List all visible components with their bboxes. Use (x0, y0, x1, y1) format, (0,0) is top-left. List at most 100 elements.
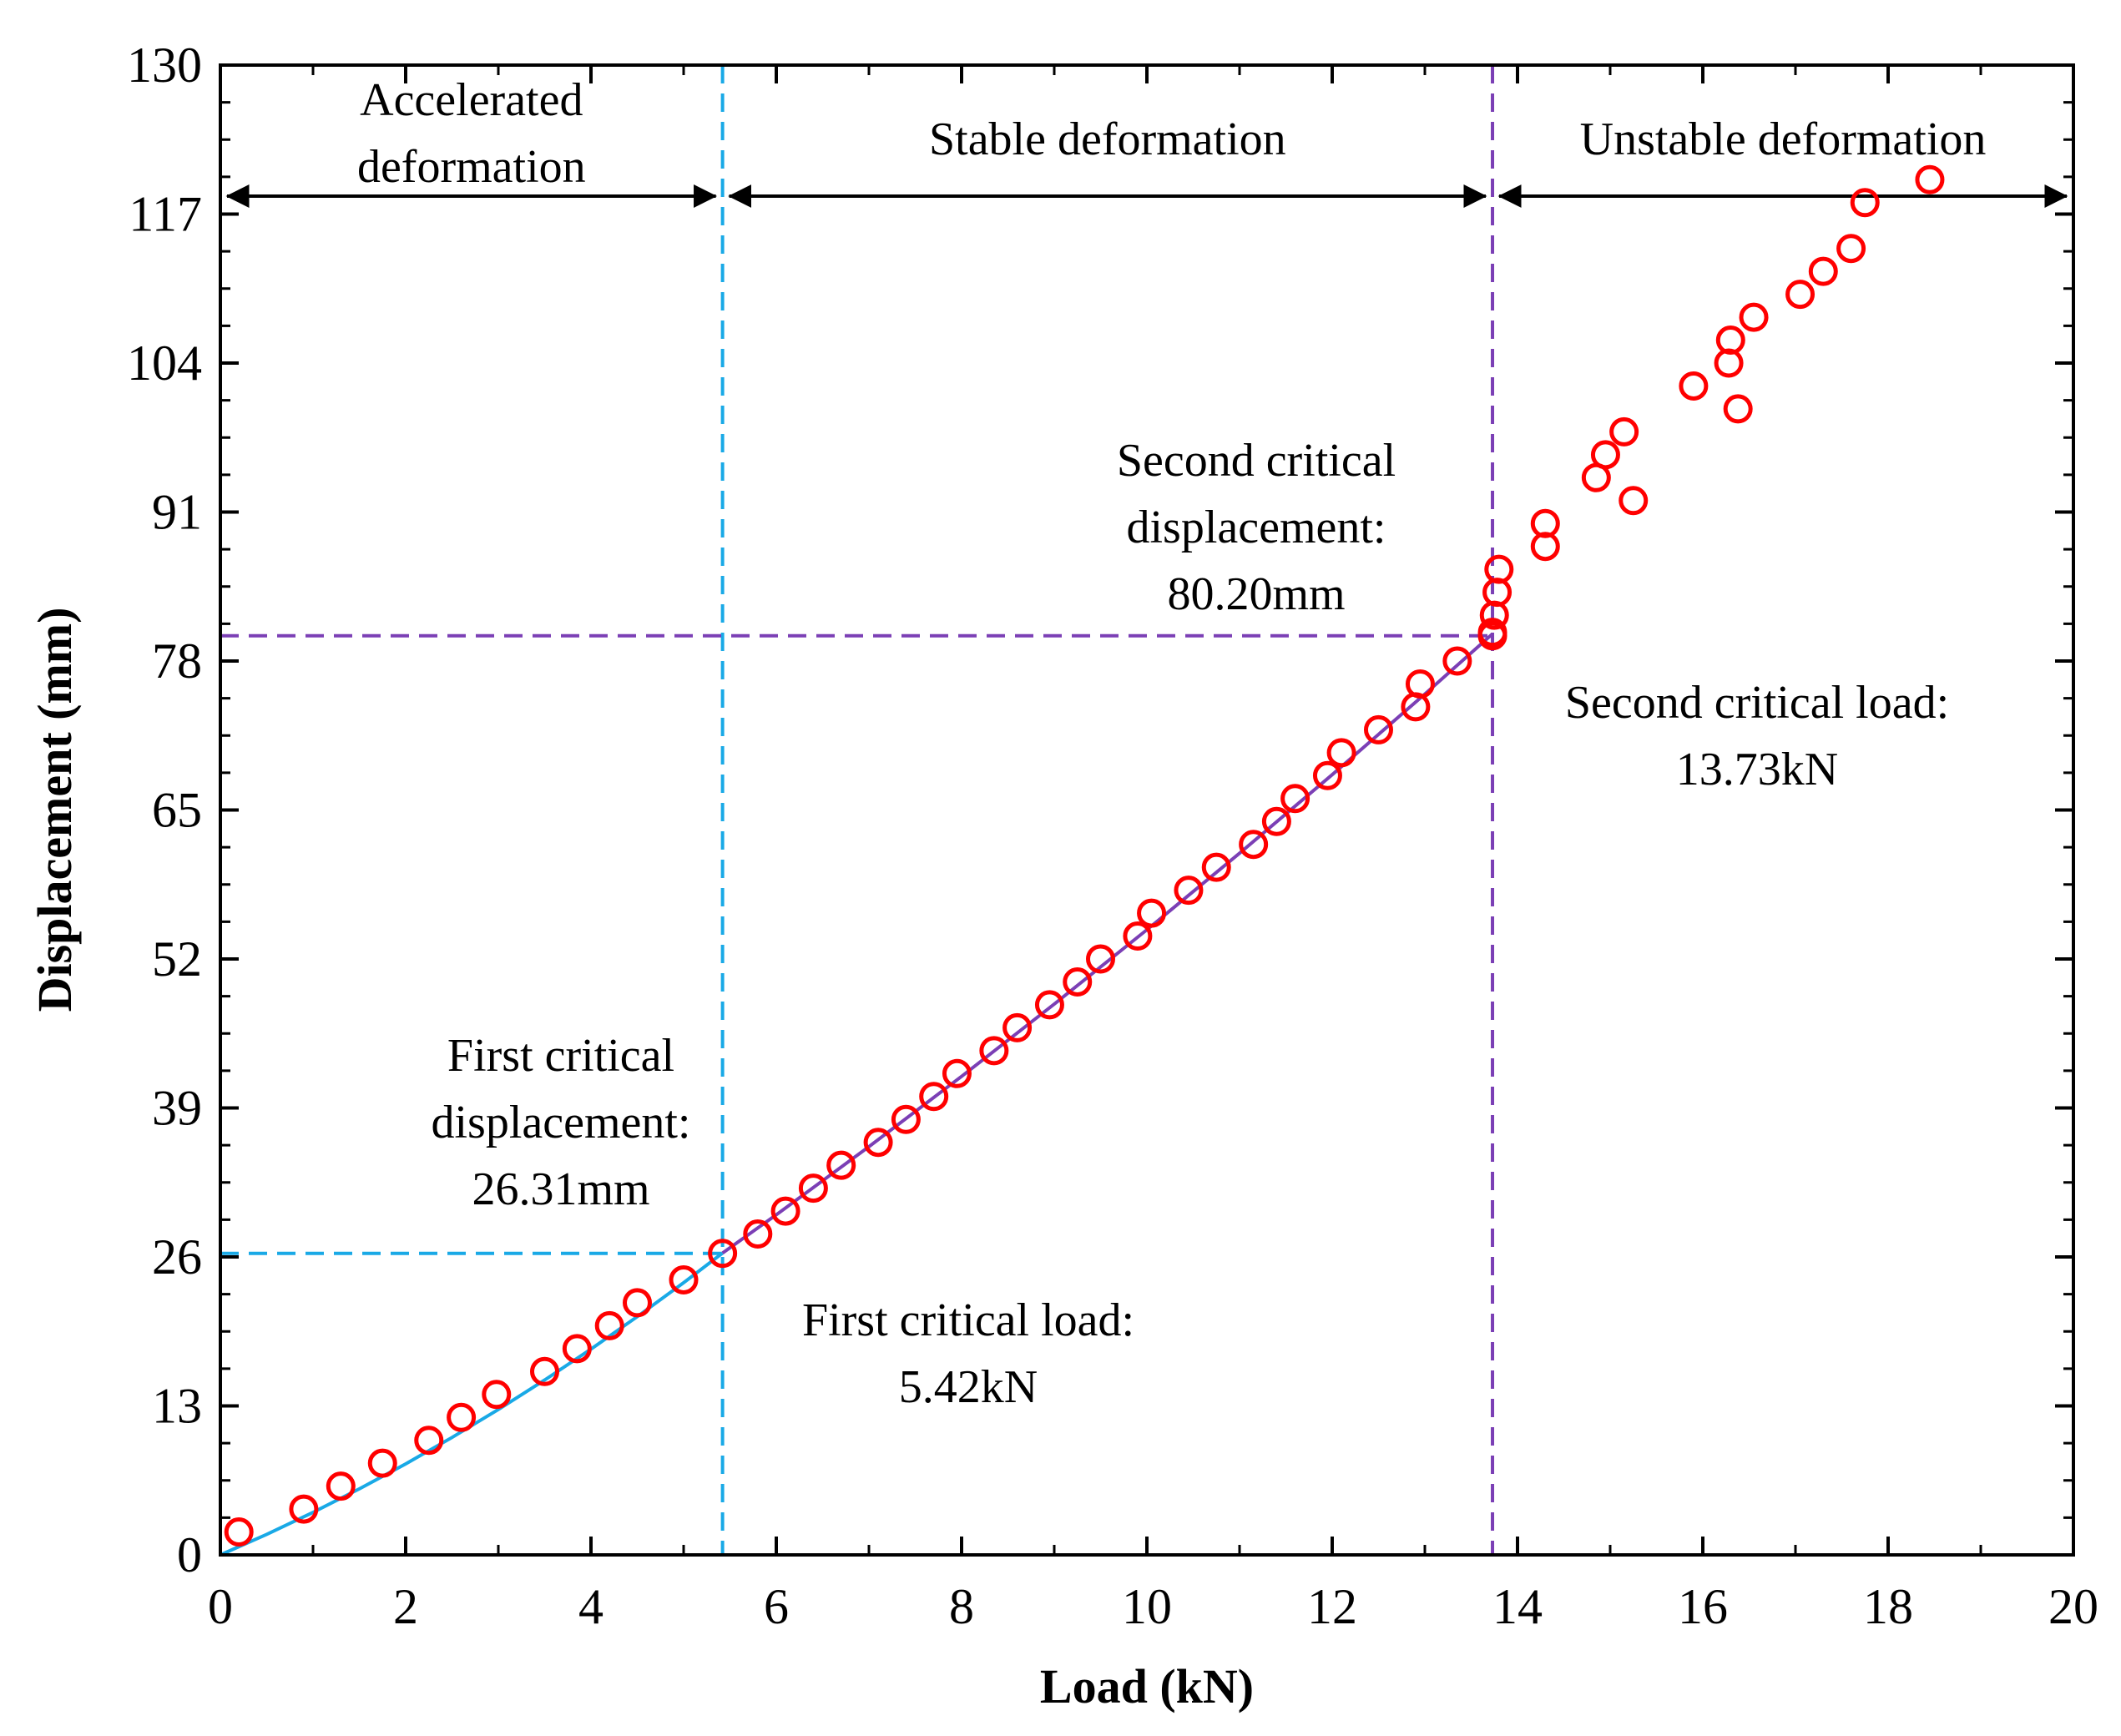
y-axis-title: Displacement (mm) (28, 608, 82, 1012)
data-point (1530, 508, 1560, 538)
y-tick-label: 52 (152, 931, 202, 987)
data-point (1174, 876, 1204, 906)
data-point (623, 1288, 652, 1318)
y-tick-label: 78 (152, 633, 202, 689)
data-point (594, 1310, 624, 1340)
data-point (743, 1219, 773, 1249)
x-tick-label: 10 (1122, 1579, 1172, 1634)
y-tick-label: 0 (177, 1527, 202, 1582)
first-critical-displacement-label: displacement: (431, 1097, 690, 1148)
x-axis-title: Load (kN) (1040, 1659, 1254, 1713)
x-tick-label: 12 (1307, 1579, 1357, 1634)
data-point (942, 1058, 972, 1088)
first-critical-displacement-label: First critical (447, 1030, 674, 1082)
data-point (1401, 692, 1431, 722)
data-point (1034, 990, 1064, 1020)
x-tick-label: 8 (949, 1579, 974, 1634)
data-point (798, 1173, 828, 1204)
first-critical-load-label: First critical load: (802, 1294, 1134, 1346)
data-point (1137, 898, 1167, 928)
fit-curves (220, 633, 1494, 1557)
y-tick-label: 91 (152, 485, 202, 540)
data-point (1785, 280, 1815, 310)
data-point (1850, 188, 1880, 218)
second-critical-displacement-label: Second critical (1117, 435, 1396, 487)
x-tick-label: 0 (208, 1579, 233, 1634)
data-point (1808, 256, 1838, 286)
data-point (919, 1082, 949, 1112)
data-point (1261, 806, 1291, 836)
data-point (367, 1448, 397, 1478)
data-point (1002, 1012, 1033, 1042)
region-label-stable: Stable deformation (929, 114, 1286, 165)
critical-annotations: First critical displacement: 26.31mm First … (431, 435, 1949, 1413)
data-point (1915, 164, 1945, 194)
data-point (414, 1426, 444, 1456)
second-critical-displacement-label: displacement: (1126, 502, 1386, 553)
data-point (1063, 966, 1093, 997)
data-point (669, 1264, 699, 1294)
data-point (979, 1036, 1009, 1066)
y-tick-label: 117 (129, 187, 202, 242)
data-point (1280, 784, 1310, 814)
data-point (562, 1334, 592, 1364)
data-point (326, 1471, 356, 1501)
region-label-accelerated: Accelerated (360, 74, 583, 126)
data-point (1201, 852, 1231, 882)
x-tick-label: 6 (764, 1579, 789, 1634)
fit-curve-stable (721, 633, 1494, 1255)
second-critical-load-label: 13.73kN (1676, 744, 1838, 795)
data-point (1364, 714, 1393, 744)
data-point (1477, 618, 1507, 648)
data-point (1123, 921, 1153, 951)
data-point (1312, 760, 1342, 790)
x-tick-label: 20 (2048, 1579, 2098, 1634)
y-tick-label: 65 (152, 783, 202, 838)
data-point (530, 1356, 559, 1386)
x-tick-label: 4 (578, 1579, 603, 1634)
data-point (447, 1402, 477, 1432)
data-point (1590, 440, 1620, 470)
data-point (1530, 532, 1560, 562)
x-tick-label: 18 (1863, 1579, 1913, 1634)
data-points (224, 164, 1945, 1547)
y-tick-label: 13 (152, 1379, 202, 1434)
y-tick-label: 104 (127, 336, 202, 391)
data-point (1442, 646, 1472, 676)
data-point (1619, 486, 1649, 516)
x-tick-label: 16 (1678, 1579, 1728, 1634)
data-point (1326, 738, 1356, 768)
y-tick-label: 26 (152, 1229, 202, 1284)
data-point (1679, 371, 1709, 401)
data-point (289, 1494, 319, 1524)
data-point (1723, 394, 1753, 424)
axes: 0 2 4 6 8 10 12 14 16 18 20 0 13 26 39 52 65 78 91 104 117 13… (127, 38, 2098, 1634)
data-point (863, 1128, 893, 1158)
data-point (826, 1150, 856, 1180)
data-point (1086, 944, 1115, 974)
data-point (1715, 326, 1745, 356)
x-tick-label: 2 (393, 1579, 418, 1634)
first-critical-displacement-label: 26.31mm (472, 1163, 649, 1215)
region-label-accelerated: deformation (357, 141, 586, 193)
data-point (891, 1104, 921, 1134)
data-point (770, 1196, 800, 1226)
data-point (482, 1380, 512, 1410)
data-point (1836, 234, 1866, 264)
first-critical-load-label: 5.42kN (899, 1361, 1038, 1413)
second-critical-displacement-label: 80.20mm (1167, 568, 1345, 620)
data-point (1484, 554, 1514, 584)
second-critical-load-label: Second critical load: (1565, 677, 1949, 729)
region-label-unstable: Unstable deformation (1580, 114, 1987, 165)
region-annotations: Accelerated deformation Stable deformation… (225, 74, 2068, 208)
y-tick-label: 39 (152, 1081, 202, 1136)
data-point (1405, 669, 1435, 699)
x-tick-label: 14 (1492, 1579, 1543, 1634)
data-point (1739, 302, 1769, 332)
data-point (1239, 830, 1269, 860)
plot-frame (219, 63, 2075, 1557)
data-point (1609, 416, 1639, 447)
y-tick-label: 130 (127, 38, 202, 93)
data-point (708, 1239, 738, 1269)
